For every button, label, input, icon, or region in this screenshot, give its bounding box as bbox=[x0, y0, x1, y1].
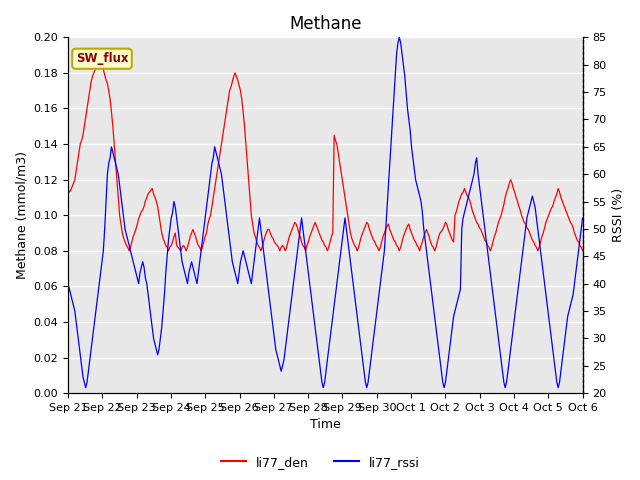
li77_den bbox=[461, 186, 468, 192]
li77_rssi bbox=[579, 215, 586, 221]
li77_den bbox=[579, 248, 586, 254]
li77_den bbox=[94, 48, 102, 54]
li77_rssi bbox=[449, 324, 456, 330]
Line: li77_den: li77_den bbox=[68, 51, 582, 251]
li77_den bbox=[64, 186, 72, 192]
li77_rssi bbox=[64, 281, 72, 287]
li77_den bbox=[449, 237, 456, 243]
X-axis label: Time: Time bbox=[310, 419, 340, 432]
li77_rssi bbox=[396, 35, 403, 40]
li77_rssi bbox=[371, 324, 379, 330]
li77_rssi bbox=[461, 210, 468, 216]
Y-axis label: RSSI (%): RSSI (%) bbox=[612, 188, 625, 242]
li77_den bbox=[125, 248, 133, 254]
Y-axis label: Methane (mmol/m3): Methane (mmol/m3) bbox=[15, 151, 28, 279]
li77_den bbox=[159, 236, 167, 241]
Title: Methane: Methane bbox=[289, 15, 362, 33]
Line: li77_rssi: li77_rssi bbox=[68, 37, 582, 388]
li77_den bbox=[351, 242, 358, 248]
li77_rssi bbox=[349, 281, 357, 287]
li77_den bbox=[372, 242, 380, 248]
li77_rssi bbox=[295, 237, 303, 243]
Legend: li77_den, li77_rssi: li77_den, li77_rssi bbox=[216, 451, 424, 474]
Text: SW_flux: SW_flux bbox=[76, 52, 128, 65]
li77_den bbox=[296, 234, 304, 240]
li77_rssi bbox=[82, 385, 90, 391]
li77_rssi bbox=[158, 324, 166, 330]
